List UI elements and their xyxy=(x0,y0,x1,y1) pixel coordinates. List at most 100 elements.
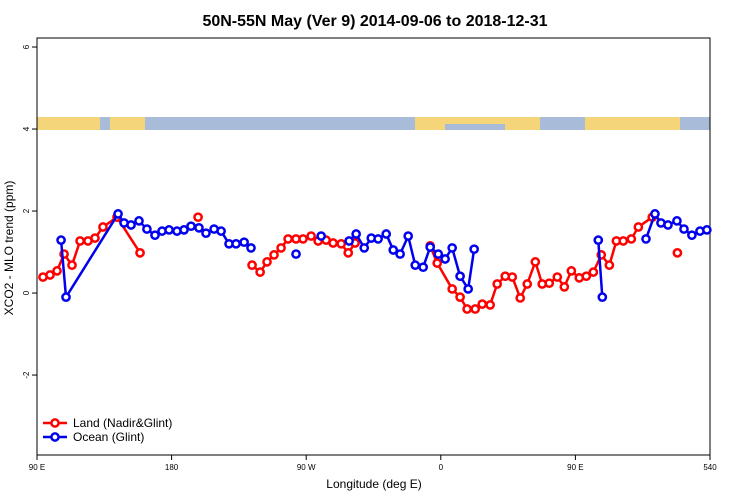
legend-label: Ocean (Glint) xyxy=(73,430,144,444)
data-point xyxy=(239,237,249,248)
data-point xyxy=(470,304,481,314)
data-point xyxy=(552,272,563,282)
data-point xyxy=(440,254,450,264)
data-point xyxy=(687,230,697,241)
data-point xyxy=(246,243,256,253)
data-point xyxy=(566,266,577,276)
data-point xyxy=(559,282,570,292)
x-tick-label: 90 W xyxy=(297,463,316,472)
map-strip xyxy=(37,117,710,130)
data-point xyxy=(194,222,204,233)
ocean-strip xyxy=(680,117,710,130)
data-point xyxy=(477,299,488,309)
legend-label: Land (Nadir&Glint) xyxy=(73,416,172,430)
ocean-strip xyxy=(100,117,110,130)
legend-marker xyxy=(50,418,60,428)
data-point xyxy=(641,234,651,244)
data-point xyxy=(463,284,474,294)
data-point xyxy=(485,300,496,310)
data-point xyxy=(231,238,241,249)
data-point xyxy=(507,272,518,282)
data-point xyxy=(447,243,458,253)
data-point xyxy=(291,249,301,259)
data-point xyxy=(432,258,443,268)
data-point xyxy=(469,244,480,255)
data-point xyxy=(593,235,604,245)
y-tick-label: 4 xyxy=(22,126,31,131)
plot-frame xyxy=(36,37,711,456)
data-point xyxy=(126,220,136,230)
data-point xyxy=(388,245,399,255)
data-point xyxy=(201,228,211,239)
data-point xyxy=(672,216,682,226)
data-point xyxy=(179,225,189,235)
data-point xyxy=(186,221,196,232)
y-tick-label: 2 xyxy=(22,208,31,213)
data-point xyxy=(663,220,673,230)
data-point xyxy=(67,260,77,271)
data-point xyxy=(515,293,526,303)
data-point xyxy=(269,250,279,260)
data-point xyxy=(134,216,144,226)
data-point xyxy=(604,260,615,271)
data-point xyxy=(193,212,203,223)
series-line xyxy=(59,211,252,301)
data-point xyxy=(45,270,55,280)
x-axis-label: Longitude (deg E) xyxy=(326,477,421,491)
data-point xyxy=(98,222,108,232)
x-tick-label: 90 E xyxy=(29,463,45,472)
data-point xyxy=(455,292,465,302)
series-line xyxy=(597,240,604,298)
x-tick-label: 180 xyxy=(165,463,179,472)
data-point xyxy=(344,236,354,246)
data-point xyxy=(359,243,370,253)
data-point xyxy=(56,235,66,245)
chart-title: 50N-55N May (Ver 9) 2014-09-06 to 2018-1… xyxy=(202,13,547,30)
data-point xyxy=(306,231,316,241)
data-point xyxy=(618,236,629,246)
data-point xyxy=(316,231,327,241)
data-point xyxy=(373,234,383,244)
data-point xyxy=(672,248,683,258)
data-point xyxy=(626,234,637,244)
data-point xyxy=(135,248,145,258)
data-point xyxy=(633,222,644,232)
data-point xyxy=(679,224,689,234)
data-point xyxy=(61,292,71,302)
legend: Land (Nadir&Glint)Ocean (Glint) xyxy=(43,416,172,444)
data-point xyxy=(447,284,458,294)
data-point xyxy=(216,226,226,236)
y-tick-label: 0 xyxy=(22,290,31,295)
data-point xyxy=(255,267,265,277)
data-point xyxy=(588,267,599,277)
data-point xyxy=(650,209,660,219)
data-point xyxy=(351,229,362,239)
x-tick-label: 0 xyxy=(439,463,444,472)
data-point xyxy=(395,249,405,259)
data-point xyxy=(113,209,123,219)
data-point xyxy=(336,238,347,249)
y-tick-label: -2 xyxy=(22,371,31,379)
data-point xyxy=(492,279,503,289)
data-point xyxy=(381,229,392,239)
data-point xyxy=(283,234,293,244)
data-point xyxy=(530,257,541,267)
data-point xyxy=(52,266,62,276)
ocean-strip xyxy=(445,124,505,130)
data-point xyxy=(702,225,712,235)
data-point xyxy=(544,278,555,289)
x-tick-label: 540 xyxy=(703,463,717,472)
x-tick-label: 90 E xyxy=(567,463,583,472)
data-point xyxy=(164,225,174,235)
y-tick-label: 6 xyxy=(22,44,31,49)
data-point xyxy=(581,271,592,282)
series-line xyxy=(348,231,476,293)
data-point xyxy=(150,230,160,241)
data-point xyxy=(597,292,608,302)
data-point xyxy=(410,260,421,271)
data-point xyxy=(75,236,85,246)
data-point xyxy=(418,262,429,273)
legend-marker xyxy=(50,432,60,442)
y-axis-label: XCO2 - MLO trend (ppm) xyxy=(2,181,16,316)
